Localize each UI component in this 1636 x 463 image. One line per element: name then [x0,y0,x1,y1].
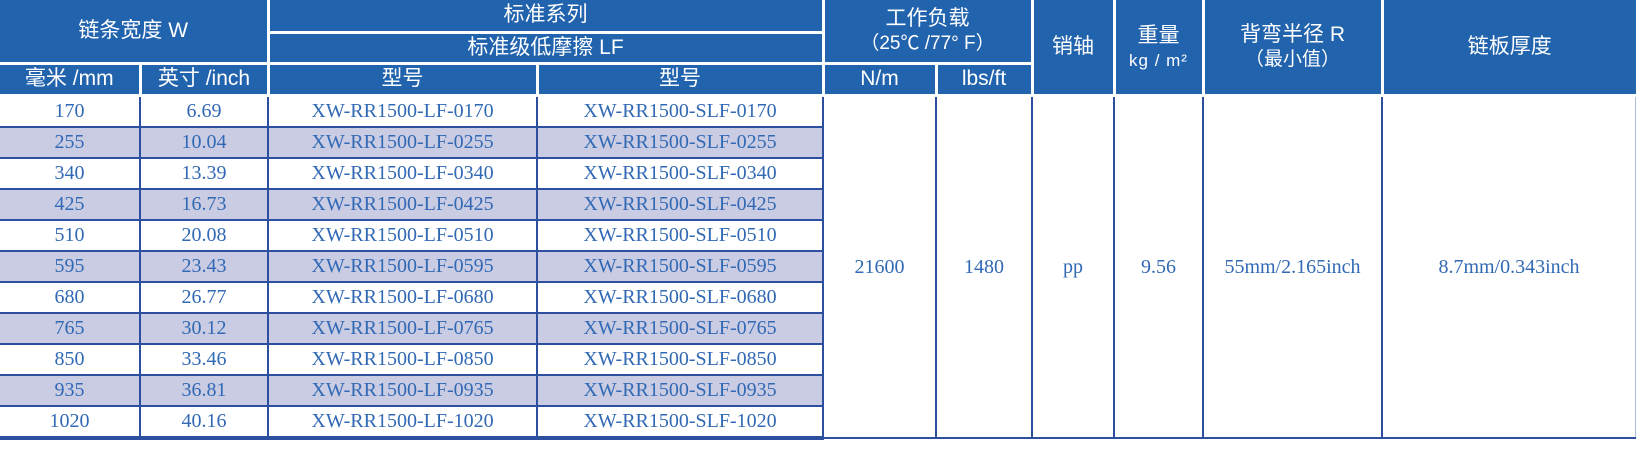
cell-width-mm: 935 [0,374,141,407]
cell-load-nm: 21600 [822,94,937,439]
cell-width-mm: 765 [0,312,141,345]
header-weight-unit: kg / m² [1129,50,1188,70]
header-working-load-subtitle: （25℃ /77° F） [860,33,995,55]
header-weight: 重量 kg / m² [1112,0,1205,97]
header-nm: N/m [821,62,938,97]
cell-model-lf: XW-RR1500-LF-0425 [267,188,538,221]
cell-model-slf: XW-RR1500-SLF-0170 [536,94,824,128]
table-row: 340 13.39 XW-RR1500-LF-0340 XW-RR1500-SLF-0… [0,157,1636,190]
cell-width-inch: 30.12 [139,312,269,345]
table-body: 170 6.69 XW-RR1500-LF-0170 XW-RR1500-SLF-01… [0,94,1636,440]
table-row: 595 23.43 XW-RR1500-LF-0595 XW-RR1500-SLF-0… [0,250,1636,283]
header-bend-radius: 背弯半径 R （最小值） [1201,0,1384,97]
table-row: 765 30.12 XW-RR1500-LF-0765 XW-RR1500-SLF-0… [0,312,1636,345]
header-bend-radius-line2: （最小值） [1244,49,1340,71]
cell-model-slf: XW-RR1500-SLF-0340 [536,157,824,190]
header-working-load: 工作负载 （25℃ /77° F） [821,0,1034,65]
cell-width-inch: 6.69 [139,94,269,128]
header-lbsft: lbs/ft [934,62,1034,97]
cell-width-inch: 10.04 [139,126,269,159]
cell-width-inch: 26.77 [139,281,269,314]
table-row: 935 36.81 XW-RR1500-LF-0935 XW-RR1500-SLF-0… [0,374,1636,407]
header-standard-series: 标准系列 [266,0,825,34]
cell-model-lf: XW-RR1500-LF-1020 [267,405,538,440]
header-mm: 毫米 /mm [0,62,142,97]
cell-model-lf: XW-RR1500-LF-0255 [267,126,538,159]
cell-bend-radius: 55mm/2.165inch [1202,94,1383,439]
cell-model-slf: XW-RR1500-SLF-0765 [536,312,824,345]
table-row: 170 6.69 XW-RR1500-LF-0170 XW-RR1500-SLF-01… [0,94,1636,439]
header-pin: 销轴 [1030,0,1116,97]
cell-model-slf: XW-RR1500-SLF-0595 [536,250,824,283]
header-inch: 英寸 /inch [138,62,270,97]
cell-width-mm: 255 [0,126,141,159]
cell-model-slf: XW-RR1500-SLF-0850 [536,343,824,376]
cell-plate-thickness: 8.7mm/0.343inch [1381,94,1636,439]
table-row: 680 26.77 XW-RR1500-LF-0680 XW-RR1500-SLF-0… [0,281,1636,314]
cell-width-inch: 13.39 [139,157,269,190]
header-low-friction: 标准级低摩擦 LF [266,31,825,65]
cell-width-inch: 36.81 [139,374,269,407]
cell-width-mm: 595 [0,250,141,283]
cell-width-inch: 23.43 [139,250,269,283]
cell-width-inch: 40.16 [139,405,269,440]
header-plate-thickness: 链板厚度 [1380,0,1636,97]
header-bend-radius-line1: 背弯半径 R [1240,23,1345,46]
cell-model-slf: XW-RR1500-SLF-0510 [536,219,824,252]
cell-load-lbsft: 1480 [935,94,1033,439]
cell-width-mm: 425 [0,188,141,221]
cell-width-mm: 680 [0,281,141,314]
cell-width-mm: 340 [0,157,141,190]
header-weight-title: 重量 [1137,24,1180,48]
cell-model-slf: XW-RR1500-SLF-1020 [536,405,824,440]
cell-weight: 9.56 [1113,94,1204,439]
cell-pin: pp [1031,94,1115,439]
cell-width-inch: 33.46 [139,343,269,376]
cell-model-lf: XW-RR1500-LF-0850 [267,343,538,376]
header-chain-width: 链条宽度 W [0,0,270,65]
header-model-slf: 型号 [535,62,825,97]
cell-model-lf: XW-RR1500-LF-0340 [267,157,538,190]
table-row: 510 20.08 XW-RR1500-LF-0510 XW-RR1500-SLF-0… [0,219,1636,252]
cell-model-lf: XW-RR1500-LF-0765 [267,312,538,345]
table-row: 255 10.04 XW-RR1500-LF-0255 XW-RR1500-SLF-0… [0,126,1636,159]
header-working-load-title: 工作负载 [885,7,970,30]
cell-width-inch: 16.73 [139,188,269,221]
cell-width-inch: 20.08 [139,219,269,252]
cell-width-mm: 1020 [0,405,141,440]
cell-model-lf: XW-RR1500-LF-0170 [267,94,538,128]
cell-model-slf: XW-RR1500-SLF-0680 [536,281,824,314]
chain-spec-table: 链条宽度 W 标准系列 工作负载 （25℃ /77° F） 销轴 重量 kg /… [0,0,1636,440]
table-row: 425 16.73 XW-RR1500-LF-0425 XW-RR1500-SLF-0… [0,188,1636,221]
table-row: 1020 40.16 XW-RR1500-LF-1020 XW-RR1500-SLF-… [0,405,1636,440]
header-model-lf: 型号 [266,62,539,97]
cell-model-lf: XW-RR1500-LF-0935 [267,374,538,407]
cell-model-slf: XW-RR1500-SLF-0935 [536,374,824,407]
cell-model-slf: XW-RR1500-SLF-0425 [536,188,824,221]
cell-model-lf: XW-RR1500-LF-0680 [267,281,538,314]
table-header: 链条宽度 W 标准系列 工作负载 （25℃ /77° F） 销轴 重量 kg /… [0,0,1636,97]
cell-width-mm: 850 [0,343,141,376]
cell-model-lf: XW-RR1500-LF-0510 [267,219,538,252]
table-row: 850 33.46 XW-RR1500-LF-0850 XW-RR1500-SLF-0… [0,343,1636,376]
cell-model-slf: XW-RR1500-SLF-0255 [536,126,824,159]
cell-width-mm: 170 [0,94,141,128]
cell-width-mm: 510 [0,219,141,252]
cell-model-lf: XW-RR1500-LF-0595 [267,250,538,283]
